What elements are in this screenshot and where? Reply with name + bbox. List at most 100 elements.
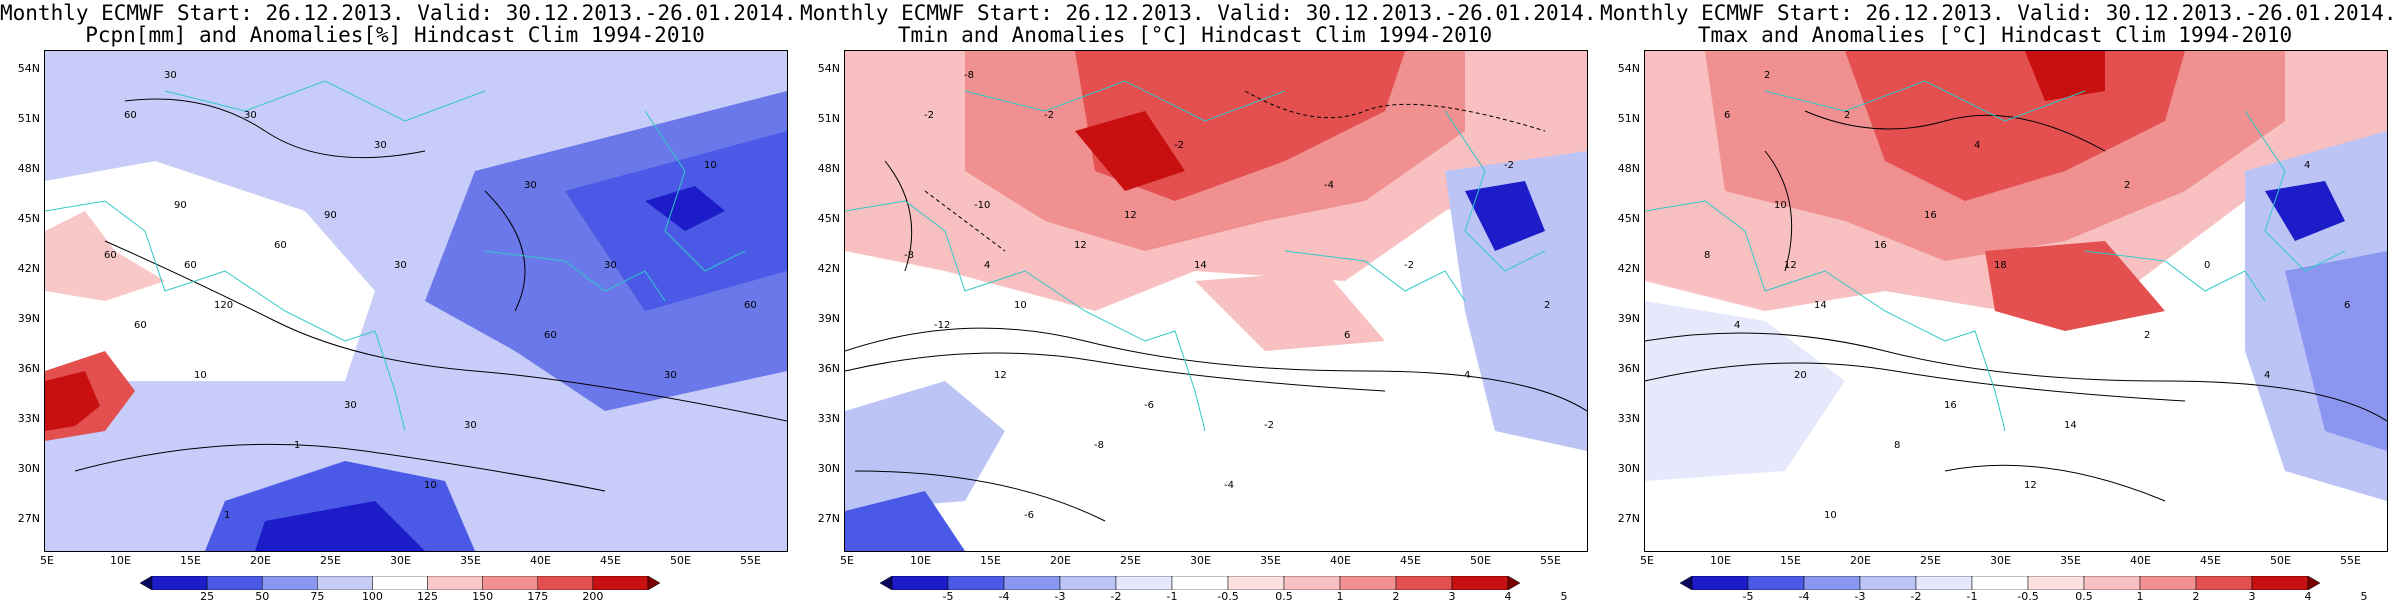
contour-label: 30 [394,260,407,271]
contour-label: 16 [1874,240,1887,251]
colorbar-swatch [372,576,428,590]
lat-label: 27N [1617,512,1640,525]
colorbar-swatch [1691,576,1749,590]
colorbar-tick-label: 175 [527,590,549,603]
colorbar-tick-label: 50 [255,590,270,603]
colorbar-tick-label: -4 [998,590,1010,603]
colorbar-swatch [2251,576,2309,590]
contour-label: 4 [1464,370,1471,381]
colorbar-swatch [880,576,893,590]
lat-label: 36N [1617,362,1640,375]
colorbar-swatch [1227,576,1285,590]
lon-label: 35E [2060,554,2081,567]
lon-label: 5E [840,554,854,567]
lon-label: 5E [40,554,54,567]
contour-label: 4 [984,260,991,271]
contour-label: 8 [1894,440,1901,451]
colorbar-swatch [1059,576,1117,590]
colorbar-tick-label: -2 [1910,590,1922,603]
map-precipitation [44,50,788,552]
colorbar-swatch [1115,576,1173,590]
lon-label: 45E [2200,554,2221,567]
lat-label: 48N [1617,162,1640,175]
panel-tmax: Monthly ECMWF Start: 26.12.2013. Valid: … [1600,0,2397,603]
contour-label: -8 [964,70,974,81]
map-tmax [1644,50,2388,552]
colorbar-swatch [317,576,373,590]
lon-label: 30E [1190,554,1211,567]
contour-label: 10 [424,480,437,491]
colorbar-swatch [427,576,483,590]
contour-label: 120 [214,300,234,311]
contour-label: 60 [274,240,287,251]
colorbar-tick-label: 150 [472,590,494,603]
colorbar-tick-label: 5 [1560,590,1568,603]
contour-label: 60 [744,300,757,311]
colorbar-tick-label: 1 [2136,590,2144,603]
colorbar-swatch [2307,576,2320,590]
contour-label: 20 [1794,370,1807,381]
colorbar-swatch [140,576,153,590]
contour-label: -6 [1024,510,1034,521]
contour-label: 30 [604,260,617,271]
contour-label: 60 [184,260,197,271]
contour-label: 18 [1994,260,2007,271]
colorbar-swatch [1003,576,1061,590]
contour-label: 12 [994,370,1007,381]
colorbar-tick-label: -5 [1742,590,1754,603]
panel-title-line2: Tmin and Anomalies [°C] Hindcast Clim 19… [897,23,1493,47]
lon-label: 40E [2130,554,2151,567]
contour-label: 6 [1344,330,1351,341]
contour-label: 10 [194,370,207,381]
lon-label: 30E [390,554,411,567]
contour-label: 30 [664,370,677,381]
colorbar-swatch [2195,576,2253,590]
lon-label: 25E [1920,554,1941,567]
colorbar-swatch [261,576,318,590]
panel-tmin: Monthly ECMWF Start: 26.12.2013. Valid: … [800,0,1597,603]
contour-label: -6 [1144,400,1154,411]
colorbar-swatch [537,576,594,590]
lat-label: 42N [17,262,40,275]
colorbar-swatch [482,576,539,590]
contour-label: 0 [2204,260,2211,271]
lat-label: 48N [817,162,840,175]
colorbar-tick-label: -5 [942,590,954,603]
contour-label: 10 [1824,510,1837,521]
contour-label: 30 [344,400,357,411]
contour-label: 4 [1734,320,1741,331]
lat-label: 51N [817,112,840,125]
lon-label: 50E [670,554,691,567]
contour-label: -8 [904,250,914,261]
lon-label: 30E [1990,554,2011,567]
lon-label: 40E [1330,554,1351,567]
panel-title-line2: Tmax and Anomalies [°C] Hindcast Clim 19… [1697,23,2293,47]
lon-label: 10E [110,554,131,567]
colorbar-swatch [1859,576,1917,590]
lon-label: 45E [1400,554,1421,567]
colorbar-swatch [1395,576,1453,590]
contour-label: 4 [1974,140,1981,151]
lat-label: 51N [1617,112,1640,125]
colorbar-swatch [1915,576,1973,590]
lon-label: 10E [1710,554,1731,567]
colorbar-swatch [891,576,949,590]
lat-label: 45N [17,212,40,225]
lon-label: 45E [600,554,621,567]
lon-label: 5E [1640,554,1654,567]
panel-precipitation: Monthly ECMWF Start: 26.12.2013. Valid: … [0,0,797,603]
lat-label: 39N [817,312,840,325]
lat-label: 36N [17,362,40,375]
contour-label: 12 [1784,260,1797,271]
contour-label: 4 [2304,160,2311,171]
map-tmin [844,50,1588,552]
lon-label: 55E [2340,554,2361,567]
lat-label: 51N [17,112,40,125]
colorbar-swatch [1803,576,1861,590]
contour-label: -12 [934,320,951,331]
colorbar-swatch [1507,576,1520,590]
lon-label: 20E [1850,554,1871,567]
lat-label: 30N [817,462,840,475]
contour-label: 2 [1844,110,1851,121]
panel-title-line1: Monthly ECMWF Start: 26.12.2013. Valid: … [0,1,797,25]
